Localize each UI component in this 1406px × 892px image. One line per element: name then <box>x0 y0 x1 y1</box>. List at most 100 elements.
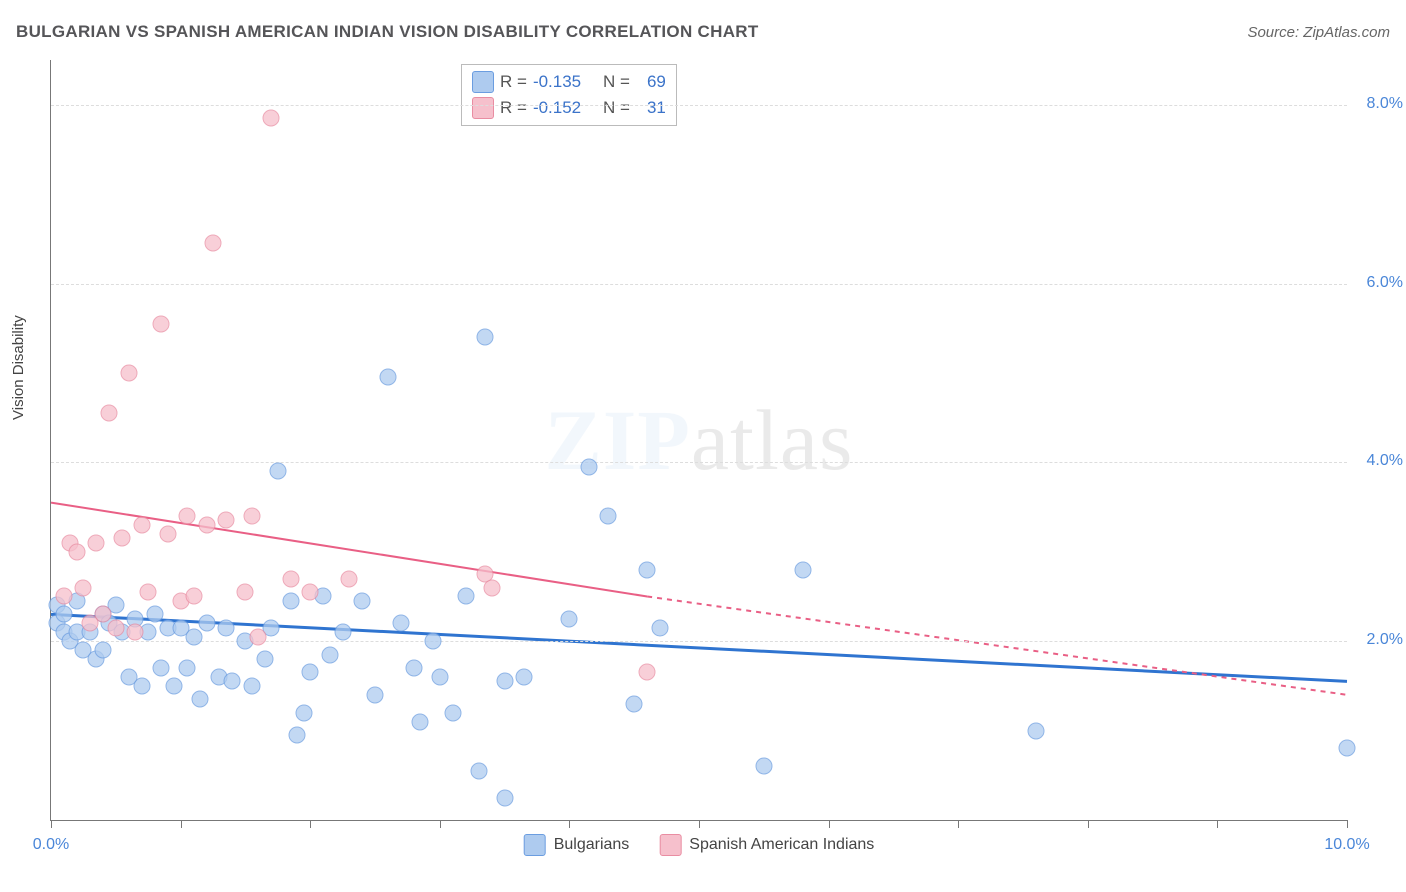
x-tick <box>1347 820 1348 828</box>
scatter-point <box>412 713 429 730</box>
y-tick-label: 6.0% <box>1353 274 1403 292</box>
scatter-point <box>379 369 396 386</box>
scatter-point <box>68 543 85 560</box>
gridline-h <box>51 284 1347 285</box>
scatter-point <box>94 642 111 659</box>
x-tick-label: 10.0% <box>1324 836 1369 854</box>
scatter-point <box>639 664 656 681</box>
scatter-point <box>185 628 202 645</box>
x-tick <box>181 820 182 828</box>
scatter-point <box>133 516 150 533</box>
scatter-point <box>237 584 254 601</box>
legend-swatch <box>524 834 546 856</box>
stat-n-value: 31 <box>636 98 666 118</box>
scatter-point <box>652 619 669 636</box>
scatter-point <box>477 329 494 346</box>
scatter-point <box>217 619 234 636</box>
scatter-point <box>600 508 617 525</box>
scatter-point <box>470 762 487 779</box>
scatter-point <box>354 592 371 609</box>
trend-lines-layer <box>51 60 1347 820</box>
scatter-point <box>755 758 772 775</box>
scatter-point <box>561 610 578 627</box>
scatter-point <box>483 579 500 596</box>
legend: Bulgarians Spanish American Indians <box>524 834 875 856</box>
scatter-point <box>295 704 312 721</box>
x-tick <box>699 820 700 828</box>
scatter-point <box>444 704 461 721</box>
scatter-point <box>431 668 448 685</box>
scatter-point <box>639 561 656 578</box>
scatter-point <box>496 789 513 806</box>
scatter-point <box>302 664 319 681</box>
scatter-point <box>114 530 131 547</box>
chart-source: Source: ZipAtlas.com <box>1247 24 1390 41</box>
scatter-point <box>133 677 150 694</box>
legend-item: Spanish American Indians <box>659 834 874 856</box>
x-tick-label: 0.0% <box>33 836 69 854</box>
scatter-point <box>179 508 196 525</box>
stats-row: R =-0.135N =69 <box>472 69 666 95</box>
scatter-point <box>341 570 358 587</box>
scatter-point <box>146 606 163 623</box>
scatter-point <box>457 588 474 605</box>
scatter-point <box>289 727 306 744</box>
stat-r-value: -0.152 <box>533 98 597 118</box>
x-tick <box>1088 820 1089 828</box>
scatter-point <box>392 615 409 632</box>
scatter-point <box>153 660 170 677</box>
scatter-point <box>794 561 811 578</box>
stat-r-label: R = <box>500 98 527 118</box>
scatter-point <box>94 606 111 623</box>
scatter-point <box>55 606 72 623</box>
legend-label: Spanish American Indians <box>689 836 874 854</box>
scatter-point <box>88 534 105 551</box>
scatter-point <box>250 628 267 645</box>
scatter-point <box>334 624 351 641</box>
y-tick-label: 2.0% <box>1353 631 1403 649</box>
scatter-point <box>55 588 72 605</box>
scatter-point <box>243 508 260 525</box>
scatter-point <box>159 525 176 542</box>
stat-r-value: -0.135 <box>533 72 597 92</box>
legend-item: Bulgarians <box>524 834 630 856</box>
scatter-point <box>217 512 234 529</box>
scatter-point <box>140 584 157 601</box>
scatter-point <box>179 660 196 677</box>
gridline-h <box>51 462 1347 463</box>
scatter-point <box>367 686 384 703</box>
stats-box: R =-0.135N =69R =-0.152N =31 <box>461 64 677 126</box>
legend-swatch <box>472 71 494 93</box>
y-tick-label: 4.0% <box>1353 452 1403 470</box>
scatter-point <box>127 624 144 641</box>
x-tick <box>51 820 52 828</box>
legend-swatch <box>659 834 681 856</box>
y-axis-label: Vision Disability <box>10 315 27 420</box>
scatter-point <box>224 673 241 690</box>
stat-n-label: N = <box>603 98 630 118</box>
scatter-point <box>1339 740 1356 757</box>
scatter-point <box>496 673 513 690</box>
scatter-point <box>185 588 202 605</box>
scatter-point <box>626 695 643 712</box>
chart-title: BULGARIAN VS SPANISH AMERICAN INDIAN VIS… <box>16 22 759 42</box>
gridline-h <box>51 105 1347 106</box>
x-tick <box>440 820 441 828</box>
scatter-point <box>166 677 183 694</box>
scatter-point <box>1027 722 1044 739</box>
legend-swatch <box>472 97 494 119</box>
scatter-point <box>120 364 137 381</box>
stat-n-label: N = <box>603 72 630 92</box>
scatter-point <box>282 570 299 587</box>
x-tick <box>310 820 311 828</box>
x-tick <box>829 820 830 828</box>
scatter-point <box>516 668 533 685</box>
x-tick <box>958 820 959 828</box>
scatter-point <box>205 235 222 252</box>
stat-r-label: R = <box>500 72 527 92</box>
scatter-point <box>101 405 118 422</box>
scatter-point <box>263 110 280 127</box>
scatter-point <box>243 677 260 694</box>
legend-label: Bulgarians <box>554 836 630 854</box>
stats-row: R = -0.152 N = 31 <box>472 95 666 121</box>
